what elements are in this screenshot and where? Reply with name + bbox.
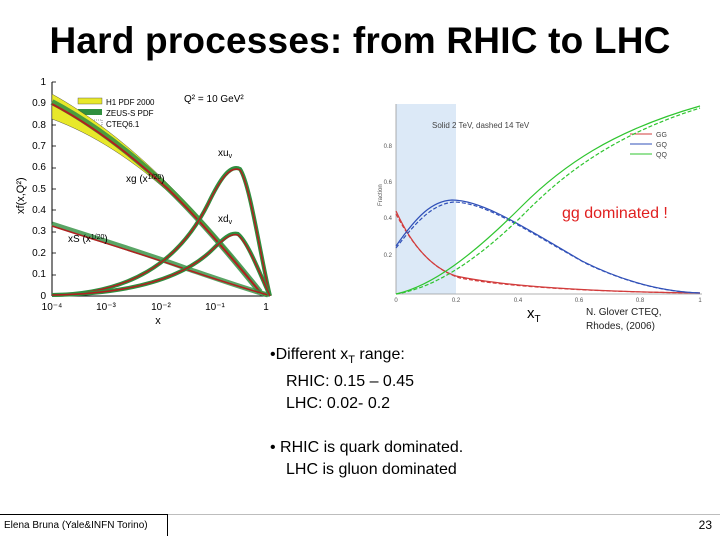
bullet-dominance: • RHIC is quark dominated.: [270, 439, 464, 457]
bullet-list: •Different xT range: RHIC: 0.15 – 0.45 L…: [270, 344, 463, 481]
y-tick: 0.2: [32, 248, 46, 259]
x-tick: 0.2: [452, 298, 461, 304]
legend-gg: GG: [656, 132, 667, 139]
gg-dominated-annotation: gg dominated !: [562, 205, 668, 222]
y-tick: 0.9: [32, 98, 46, 109]
credit-line1: N. Glover CTEQ,: [586, 307, 662, 318]
y-tick: 1: [40, 77, 46, 88]
y-tick: 0.4: [32, 205, 46, 216]
x-tick: 0: [394, 298, 398, 304]
legend-qq: QQ: [656, 152, 667, 159]
credit-line2: Rhodes, (2006): [586, 321, 655, 332]
bullet-xt-range: •Different xT range:: [270, 346, 405, 367]
slide-title: Hard processes: from RHIC to LHC: [49, 20, 671, 61]
x-tick: 10⁻²: [151, 302, 171, 313]
fraction-plot: 0.8 0.6 0.4 0.2 0 0.2 0.4 0.6 0.8 1 Frac…: [378, 104, 702, 304]
footer-divider: [0, 514, 720, 515]
y-tick: 0.1: [32, 269, 46, 280]
x-tick: 10⁻⁴: [42, 302, 63, 313]
y-axis-label: Fraction: [378, 184, 384, 206]
x-tick: 10⁻³: [96, 302, 116, 313]
page-number: 23: [698, 518, 712, 532]
y-tick: 0.8: [32, 120, 46, 131]
x-tick: 10⁻¹: [205, 302, 225, 313]
y-tick: 0.2: [384, 253, 393, 259]
y-axis-label: xf(x,Q²): [15, 177, 27, 214]
plot-header: Solid 2 TeV, dashed 14 TeV: [432, 121, 530, 130]
rhic-range: RHIC: 0.15 – 0.45: [286, 373, 415, 391]
y-tick: 0.6: [32, 162, 46, 173]
y-tick: 0.6: [384, 180, 393, 186]
pdf-plot: 1 0.9 0.8 0.7 0.6 0.5 0.4 0.3 0.2 0.1 0 …: [15, 77, 272, 326]
y-tick: 0.4: [384, 216, 393, 222]
lhc-range: LHC: 0.02- 0.2: [286, 395, 391, 413]
x-tick: 0.4: [514, 298, 523, 304]
xt-axis-label: xT: [527, 305, 541, 325]
legend-h1: H1 PDF 2000: [106, 98, 155, 107]
y-tick: 0.3: [32, 226, 46, 237]
bullet-dominance-line2: LHC is gluon dominated: [286, 461, 457, 479]
y-tick: 0.8: [384, 144, 393, 150]
x-tick: 0.8: [636, 298, 645, 304]
credit: N. Glover CTEQ, Rhodes, (2006): [586, 306, 662, 334]
footer-author: Elena Bruna (Yale&INFN Torino): [0, 514, 168, 536]
legend-cteq: CTEQ6.1: [106, 120, 140, 129]
legend-gq: GQ: [656, 142, 667, 149]
x-tick: 0.6: [575, 298, 584, 304]
y-tick: 0.7: [32, 141, 46, 152]
label-xs: xS (x1/20): [68, 234, 108, 245]
x-axis-label: x: [155, 315, 161, 326]
y-tick: 0: [40, 291, 46, 302]
label-xdv: xdv: [218, 214, 233, 226]
label-xg: xg (x1/20): [126, 174, 165, 185]
label-xuv: xuv: [218, 148, 233, 160]
legend-zeus: ZEUS-S PDF: [106, 109, 154, 118]
q2-label: Q² = 10 GeV²: [184, 94, 244, 105]
x-tick: 1: [698, 298, 702, 304]
y-tick: 0.5: [32, 184, 46, 195]
x-tick: 1: [263, 302, 269, 313]
